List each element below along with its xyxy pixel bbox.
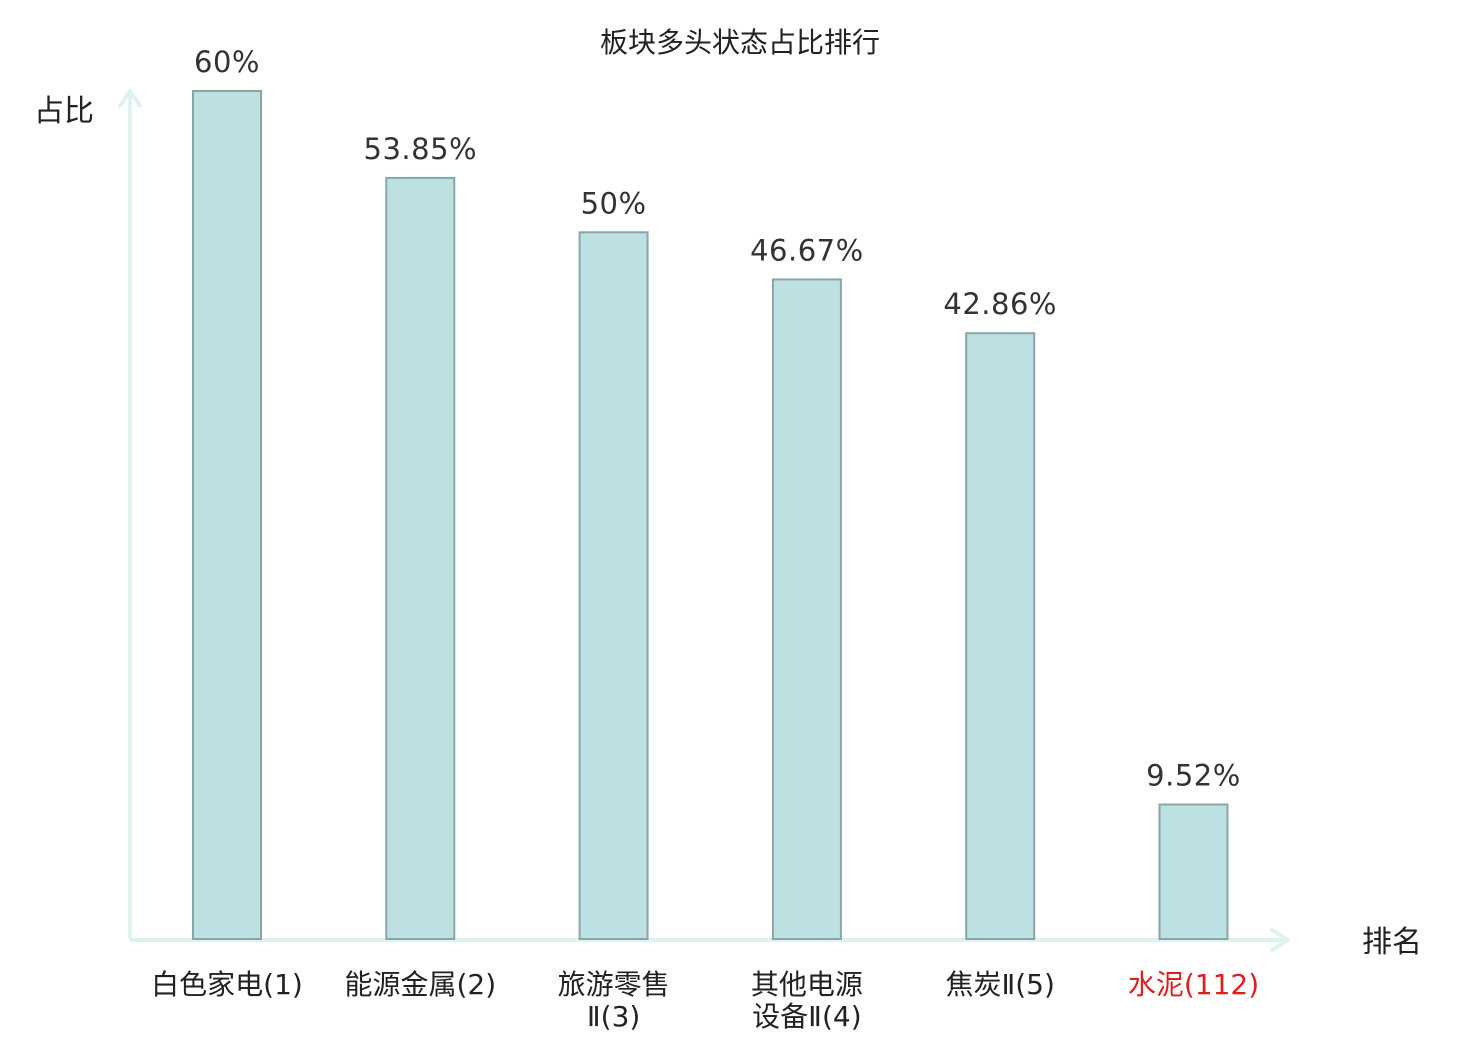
value-label-5: 42.86%	[943, 287, 1057, 321]
x-axis-arrowhead	[1270, 928, 1290, 952]
value-label-3: 50%	[581, 186, 647, 220]
category-label-6: 水泥(112)	[1128, 968, 1259, 1001]
bar-2	[385, 176, 456, 940]
category-label-4-line-1: 其他电源	[751, 968, 863, 1001]
bar-1	[192, 90, 262, 940]
chart-title: 板块多头状态占比排行	[600, 26, 880, 59]
value-label-1: 60%	[194, 45, 260, 79]
value-label-4: 46.67%	[750, 233, 864, 267]
bar-5	[965, 332, 1036, 940]
y-axis-arrowhead	[118, 89, 142, 108]
category-label-4-line-2: 设备Ⅱ(4)	[752, 1000, 861, 1033]
category-label-3-line-2: Ⅱ(3)	[587, 1000, 640, 1033]
category-label-2: 能源金属(2)	[344, 968, 496, 1001]
bars-layer	[192, 90, 1229, 941]
category-label-3-line-1: 旅游零售	[558, 968, 670, 1001]
y-axis-label: 占比	[34, 94, 94, 129]
x-axis-label: 排名	[1362, 925, 1422, 960]
value-label-2: 53.85%	[364, 132, 478, 166]
bar-6	[1158, 803, 1229, 940]
bar-3	[578, 231, 649, 941]
category-label-1: 白色家电(1)	[151, 968, 303, 1001]
value-labels-layer: 60% 53.85% 50% 46.67% 42.86% 9.52%	[194, 45, 1241, 793]
value-label-6: 9.52%	[1146, 759, 1241, 793]
category-label-5: 焦炭Ⅱ(5)	[945, 968, 1054, 1001]
bar-4	[771, 278, 842, 940]
